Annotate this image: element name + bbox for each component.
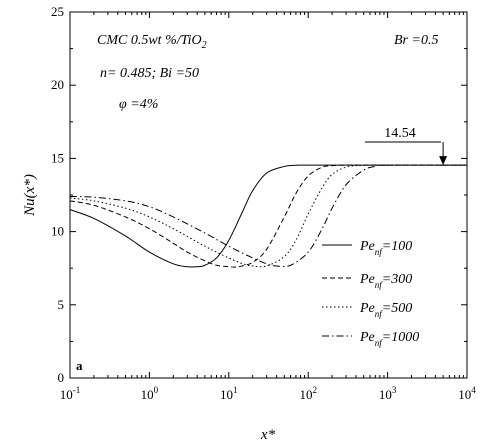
panel-label: a (76, 358, 83, 373)
series-line-1 (69, 164, 467, 268)
limit-arrowhead (439, 156, 448, 166)
annotation-br: Br =0.5 (394, 33, 438, 48)
legend-label-3: Penf=500 (359, 301, 412, 319)
x-tick-label: 101 (220, 385, 238, 402)
y-tick-label: 25 (51, 4, 64, 19)
x-tick-label: 10-1 (60, 385, 81, 402)
y-tick-label: 0 (58, 370, 65, 385)
x-tick-label: 100 (141, 385, 159, 402)
limit-value-label: 14.54 (384, 126, 416, 141)
annotation-params: n= 0.485; Bi =50 (100, 66, 199, 81)
series-line-4 (69, 164, 468, 268)
y-tick-label: 15 (51, 150, 64, 165)
y-tick-label: 20 (51, 77, 64, 92)
axis-ticks: 10-1 100 101 102 103 104 0 5 10 15 20 25 (51, 4, 476, 402)
annotation-material: CMC 0.5wt %/TiO2 (97, 33, 207, 51)
y-tick-label: 10 (51, 224, 64, 239)
x-tick-label: 103 (379, 385, 397, 402)
annotation-phi: φ =4% (119, 97, 158, 112)
y-tick-label: 5 (58, 297, 65, 312)
y-axis-label: Nu(x*) (22, 174, 38, 217)
legend: Penf=100 Penf=300 Penf=500 Penf=1000 (322, 239, 419, 348)
x-axis-label: x* (260, 427, 276, 443)
legend-label-2: Penf=300 (359, 272, 412, 290)
legend-label-4: Penf=1000 (359, 330, 419, 348)
legend-label-1: Penf=100 (359, 239, 412, 257)
x-tick-label: 102 (299, 385, 317, 402)
series-line-2 (69, 164, 467, 268)
x-tick-label: 104 (458, 385, 476, 402)
series-layer (69, 164, 468, 268)
